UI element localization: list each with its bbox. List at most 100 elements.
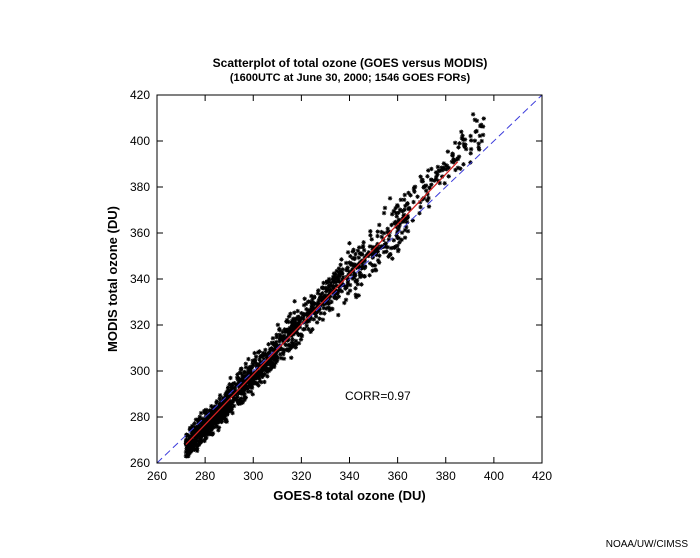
scatter-point: [306, 326, 311, 332]
scatter-point: [344, 260, 349, 266]
scatter-point: [401, 197, 407, 202]
scatter-point: [274, 335, 279, 340]
scatter-point: [397, 221, 403, 227]
scatter-point: [242, 373, 247, 379]
scatter-point: [269, 360, 275, 365]
scatter-point: [403, 203, 408, 209]
scatter-point: [377, 253, 382, 258]
scatter-point: [262, 351, 267, 356]
scatter-point: [236, 381, 241, 386]
scatter-point: [185, 445, 190, 451]
scatter-point: [225, 406, 231, 411]
scatter-point: [355, 248, 361, 253]
scatter-point: [345, 279, 351, 285]
scatter-point: [260, 350, 266, 356]
scatter-point: [334, 268, 339, 274]
scatter-point: [369, 237, 374, 242]
scatter-point: [205, 413, 210, 419]
scatter-point: [209, 404, 214, 409]
credit-text: NOAA/UW/CIMSS: [605, 539, 688, 550]
scatter-point: [346, 269, 352, 274]
scatter-point: [328, 287, 333, 293]
scatter-point: [322, 294, 327, 299]
scatter-point: [239, 379, 245, 385]
scatter-point: [368, 229, 373, 234]
y-tick-label: 260: [130, 456, 150, 470]
scatter-point: [449, 159, 455, 164]
scatter-point: [263, 347, 268, 353]
scatter-point: [281, 333, 287, 338]
scatter-point: [415, 194, 420, 199]
scatter-point: [314, 304, 320, 310]
scatter-point: [237, 384, 243, 389]
scatter-point: [227, 393, 232, 398]
scatter-point: [468, 146, 474, 152]
scatter-point: [329, 283, 335, 289]
scatter-point: [359, 252, 365, 257]
scatter-point: [269, 340, 274, 346]
scatter-point: [273, 346, 278, 352]
y-tick-label: 320: [130, 318, 150, 332]
scatter-point: [481, 116, 486, 121]
scatter-point: [283, 342, 288, 347]
scatter-point: [306, 299, 311, 304]
scatter-point: [321, 301, 326, 306]
scatter-point: [362, 264, 368, 270]
scatter-point: [387, 233, 392, 238]
scatter-point: [479, 138, 484, 144]
scatter-point: [353, 251, 358, 257]
scatter-point: [280, 337, 285, 343]
scatter-point: [291, 327, 296, 332]
scatter-point: [211, 405, 216, 410]
scatter-point: [230, 410, 235, 416]
scatter-point: [455, 165, 461, 171]
scatter-point: [261, 356, 266, 362]
scatter-point: [310, 327, 315, 332]
scatter-point: [406, 190, 411, 196]
scatter-point: [215, 419, 220, 424]
scatter-point: [235, 372, 240, 377]
scatter-point: [193, 428, 198, 434]
scatter-point: [296, 320, 302, 325]
scatter-point: [235, 394, 240, 400]
scatter-point: [329, 299, 334, 305]
scatter-point: [441, 165, 446, 171]
scatter-point: [376, 260, 382, 265]
scatter-point: [240, 375, 245, 381]
scatter-point: [357, 265, 363, 270]
scatter-point: [370, 252, 375, 258]
scatter-point: [230, 399, 235, 404]
scatter-point: [317, 295, 323, 300]
scatter-point: [402, 219, 407, 224]
scatter-point: [270, 336, 276, 341]
scatter-point: [192, 426, 198, 431]
scatter-point: [473, 129, 478, 134]
scatter-point: [335, 288, 341, 294]
scatter-point: [327, 294, 333, 299]
scatter-point: [396, 219, 401, 224]
scatter-point: [188, 445, 194, 450]
scatter-point: [336, 266, 342, 271]
scatter-point: [400, 209, 405, 214]
reference-lines: [156, 94, 543, 464]
scatter-point: [272, 351, 278, 356]
scatter-point: [270, 348, 275, 353]
scatter-point: [402, 207, 407, 212]
x-tick-label: 320: [291, 469, 311, 483]
scatter-point: [304, 301, 309, 306]
scatter-point: [212, 410, 218, 415]
scatter-point: [272, 356, 277, 361]
scatter-point: [408, 193, 413, 198]
scatter-point: [187, 435, 192, 440]
scatter-point: [331, 274, 336, 280]
scatter-point: [299, 310, 304, 316]
scatter-point: [189, 434, 194, 439]
scatter-point: [333, 272, 338, 277]
scatter-point: [426, 204, 432, 209]
scatter-point: [399, 230, 405, 235]
scatter-point: [197, 414, 203, 420]
scatter-point: [460, 137, 466, 142]
scatter-point: [327, 307, 332, 313]
scatter-point: [335, 275, 340, 280]
scatter-point: [214, 416, 219, 421]
